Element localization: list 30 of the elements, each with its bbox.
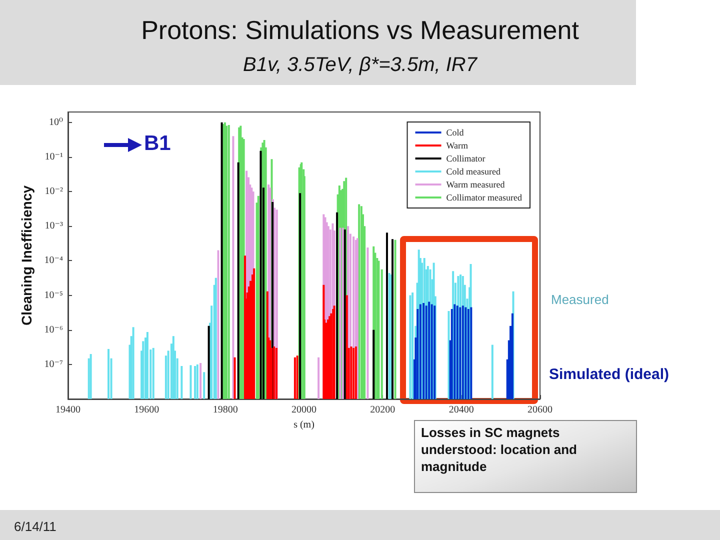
legend-label: Cold [446, 128, 464, 138]
text: Simulated (ideal) [549, 366, 670, 383]
x-tick-label: 19400 [56, 404, 80, 416]
y-tick-label: 10⁻⁴ [44, 255, 64, 266]
x-tick-label: 20000 [292, 404, 316, 416]
text: 6/14/11 [14, 519, 56, 534]
text: Measured [551, 292, 609, 307]
y-tick-label: 10⁻⁷ [44, 358, 64, 370]
chart-subtitle: B1v, 3.5TeV, β*=3.5m, IR7 [243, 54, 478, 76]
y-tick-label: 10⁻² [44, 186, 63, 198]
legend-label: Collimator measured [446, 192, 522, 202]
y-axis-title: Cleaning Inefficiency [18, 185, 34, 326]
x-tick-label: 19800 [212, 404, 238, 416]
y-tick-label: 10⁻⁶ [44, 324, 64, 336]
legend-label: Warm [446, 140, 468, 150]
legend-label: Warm measured [446, 180, 506, 190]
x-tick-label: 20200 [370, 404, 396, 416]
text: Losses in SC magnets understood: location and magnitude [421, 424, 578, 475]
x-tick-label: 20600 [528, 404, 552, 416]
legend-label: Cold measured [446, 166, 502, 176]
legend-label: Collimator [446, 154, 486, 164]
x-tick-label: 20400 [448, 404, 474, 416]
y-tick-label: 10⁻¹ [44, 151, 63, 162]
y-tick-label: 10⁰ [48, 116, 63, 128]
y-tick-label: 10⁻³ [44, 220, 63, 232]
annotation: B1 [144, 132, 171, 156]
chart-title: Protons: Simulations vs Measurement [141, 15, 580, 45]
x-axis-title: s (m) [294, 419, 314, 430]
y-tick-label: 10⁻⁵ [44, 290, 63, 301]
x-tick-label: 19600 [134, 404, 160, 416]
